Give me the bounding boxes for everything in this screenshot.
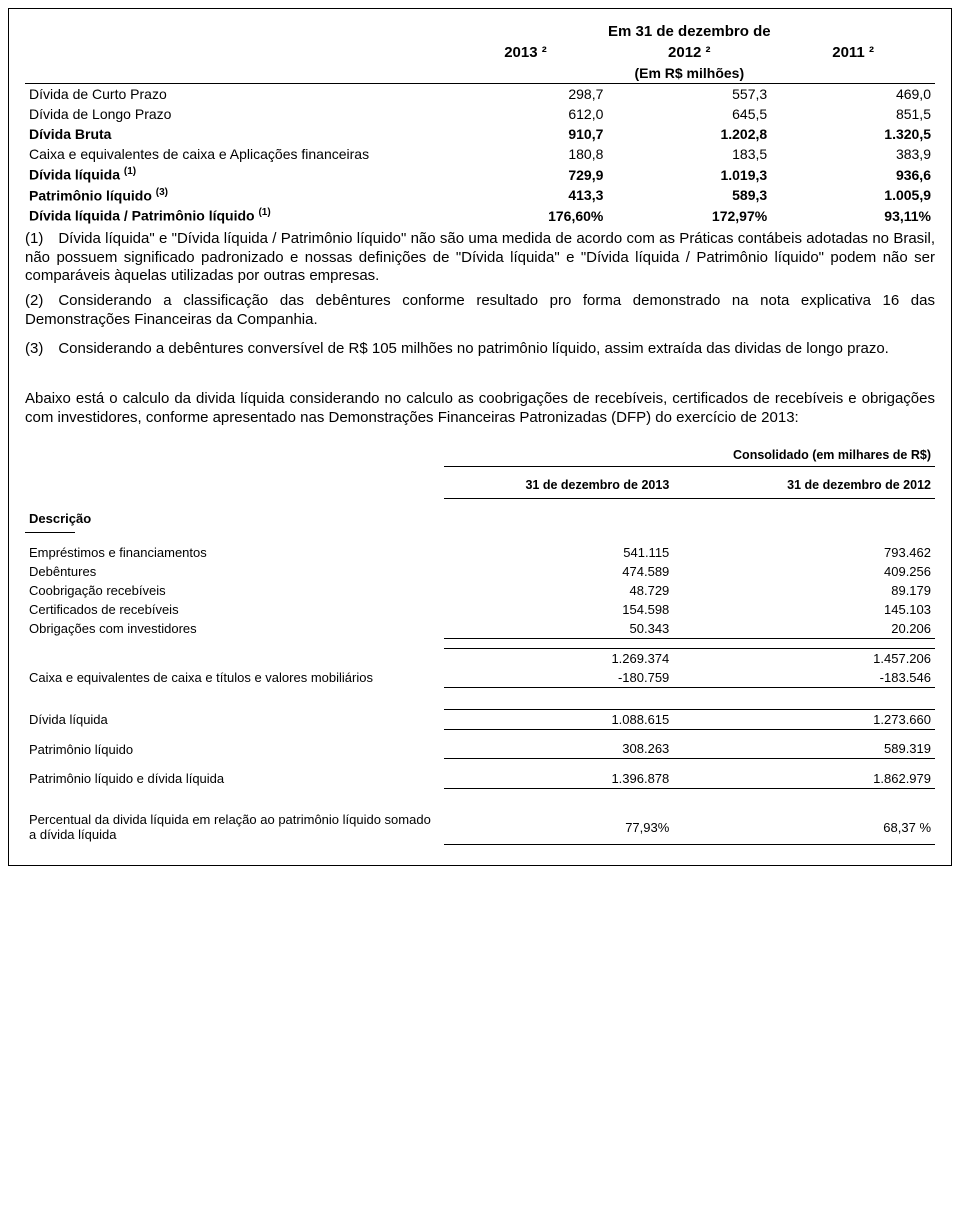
t1-cell: 298,7 [444,84,608,105]
t1-year-1: 2012 ² [607,42,771,63]
t1-row-label: Dívida de Curto Prazo [25,84,444,105]
t2-pct-v1: 68,37 % [689,810,935,844]
t2-subtotal-label [25,648,444,668]
t2-row-label: Certificados de recebíveis [25,600,444,619]
t2-dl-label: Dívida líquida [25,709,444,729]
t2-cell: 409.256 [689,562,935,581]
t2-caixa-v0: -180.759 [444,668,690,688]
t1-cell: 172,97% [607,205,771,226]
note-2: (2) Considerando a classificação das deb… [25,292,935,330]
t2-row-label: Empréstimos e financiamentos [25,543,444,562]
t2-cell: 154.598 [444,600,690,619]
t2-caixa-v1: -183.546 [689,668,935,688]
t1-cell: 729,9 [444,164,608,185]
t2-caixa-label: Caixa e equivalentes de caixa e títulos … [25,668,444,688]
debt-summary-table: Em 31 de dezembro de 2013 ² 2012 ² 2011 … [25,21,935,226]
t1-cell: 1.005,9 [771,185,935,206]
t2-col-1: 31 de dezembro de 2012 [689,476,935,499]
t2-cell: 50.343 [444,619,690,639]
t2-cell: 20.206 [689,619,935,639]
t2-pl-label: Patrimônio líquido [25,739,444,759]
t2-pl-v0: 308.263 [444,739,690,759]
t1-cell: 93,11% [771,205,935,226]
t2-pld-v0: 1.396.878 [444,769,690,789]
footnotes: (1) Dívida líquida" e "Dívida líquida / … [25,230,935,359]
t2-pl-v1: 589.319 [689,739,935,759]
t2-subtotal-v0: 1.269.374 [444,648,690,668]
t1-row-label: Caixa e equivalentes de caixa e Aplicaçõ… [25,144,444,164]
t2-pct-v0: 77,93% [444,810,690,844]
t1-cell: 1.202,8 [607,124,771,144]
t2-cell: 48.729 [444,581,690,600]
t1-cell: 180,8 [444,144,608,164]
t2-cell: 474.589 [444,562,690,581]
t1-year-2: 2011 ² [771,42,935,63]
t2-pld-v1: 1.862.979 [689,769,935,789]
t1-cell: 936,6 [771,164,935,185]
net-debt-detail-table: Consolidado (em milhares de R$) 31 de de… [25,446,935,845]
t2-dl-v1: 1.273.660 [689,709,935,729]
t1-cell: 469,0 [771,84,935,105]
t1-cell: 589,3 [607,185,771,206]
t1-sub-header: (Em R$ milhões) [444,63,935,84]
t1-row-label: Dívida líquida (1) [25,164,444,185]
t2-row-label: Debêntures [25,562,444,581]
t2-row-label: Obrigações com investidores [25,619,444,639]
t1-cell: 557,3 [607,84,771,105]
t2-pct-label: Percentual da divida líquida em relação … [25,810,444,844]
t2-col-0: 31 de dezembro de 2013 [444,476,690,499]
t2-cell: 793.462 [689,543,935,562]
t1-cell: 612,0 [444,104,608,124]
t2-subtotal-v1: 1.457.206 [689,648,935,668]
t1-cell: 413,3 [444,185,608,206]
t1-cell: 645,5 [607,104,771,124]
page-frame: Em 31 de dezembro de 2013 ² 2012 ² 2011 … [8,8,952,866]
t1-super-header: Em 31 de dezembro de [444,21,935,42]
t1-cell: 183,5 [607,144,771,164]
t2-dl-v0: 1.088.615 [444,709,690,729]
t2-row-label: Coobrigação recebíveis [25,581,444,600]
note-3: (3) Considerando a debêntures conversíve… [25,340,935,359]
t1-cell: 176,60% [444,205,608,226]
t1-cell: 851,5 [771,104,935,124]
t1-row-label: Patrimônio líquido (3) [25,185,444,206]
t2-pld-label: Patrimônio líquido e dívida líquida [25,769,444,789]
t1-year-0: 2013 ² [444,42,608,63]
note-1: (1) Dívida líquida" e "Dívida líquida / … [25,230,935,286]
t2-cell: 89.179 [689,581,935,600]
t1-cell: 383,9 [771,144,935,164]
t2-cell: 541.115 [444,543,690,562]
intro-text: Abaixo está o calculo da divida líquida … [25,390,935,428]
t1-cell: 910,7 [444,124,608,144]
t2-span-header: Consolidado (em milhares de R$) [444,446,935,467]
t1-row-label: Dívida Bruta [25,124,444,144]
t1-cell: 1.019,3 [607,164,771,185]
t2-section-label: Descrição [25,509,75,533]
t1-row-label: Dívida de Longo Prazo [25,104,444,124]
t1-row-label: Dívida líquida / Patrimônio líquido (1) [25,205,444,226]
t1-cell: 1.320,5 [771,124,935,144]
t2-cell: 145.103 [689,600,935,619]
